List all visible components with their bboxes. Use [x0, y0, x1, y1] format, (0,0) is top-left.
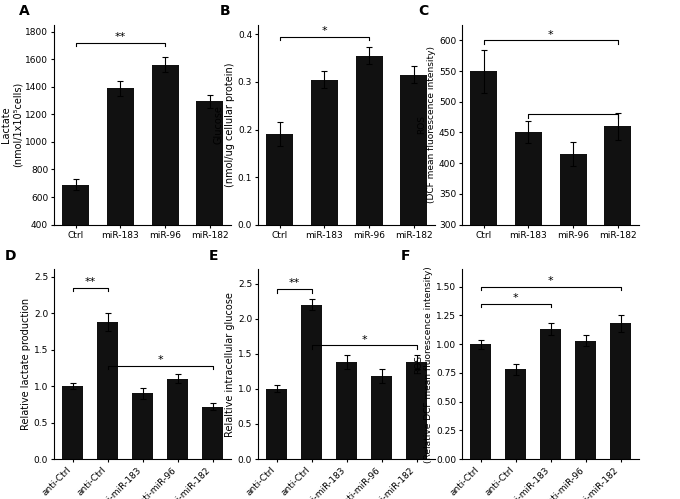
Y-axis label: ROS
(DCF mean fluorescence intensity): ROS (DCF mean fluorescence intensity) — [417, 46, 436, 203]
Y-axis label: Lactate
(nmol/1x10⁵cells): Lactate (nmol/1x10⁵cells) — [1, 82, 22, 167]
Bar — [356, 56, 383, 225]
Bar — [406, 362, 427, 459]
Text: B: B — [220, 4, 230, 18]
Bar — [337, 362, 357, 459]
Text: *: * — [158, 355, 163, 365]
Text: F: F — [401, 249, 410, 263]
Bar — [63, 185, 89, 279]
Y-axis label: Relaltive intracellular glucose: Relaltive intracellular glucose — [225, 292, 235, 437]
Bar — [311, 80, 338, 225]
Bar — [541, 329, 561, 459]
Bar — [505, 369, 526, 459]
Bar — [371, 376, 392, 459]
Bar — [605, 126, 631, 409]
Bar — [202, 407, 223, 459]
Y-axis label: Relative lactate production: Relative lactate production — [21, 298, 31, 430]
Text: *: * — [322, 26, 327, 36]
Text: **: ** — [289, 278, 300, 288]
Text: A: A — [19, 4, 30, 18]
Bar — [301, 304, 322, 459]
Bar — [167, 379, 188, 459]
Bar — [471, 344, 492, 459]
Bar — [152, 65, 179, 279]
Bar — [267, 134, 293, 225]
Text: **: ** — [85, 277, 96, 287]
Text: C: C — [418, 4, 428, 18]
Bar — [610, 323, 631, 459]
Bar — [197, 101, 223, 279]
Text: *: * — [548, 29, 554, 39]
Bar — [575, 341, 596, 459]
Bar — [471, 71, 497, 409]
Bar — [97, 322, 118, 459]
Bar — [560, 154, 587, 409]
Text: **: ** — [115, 32, 126, 42]
Text: E: E — [209, 249, 218, 263]
Bar — [63, 386, 84, 459]
Bar — [267, 389, 288, 459]
Y-axis label: Glucose
(nmol/ug cellular protein): Glucose (nmol/ug cellular protein) — [214, 62, 235, 187]
Bar — [133, 393, 153, 459]
Y-axis label: ROS
(Relative DCF mean fluorescence intensity): ROS (Relative DCF mean fluorescence inte… — [414, 266, 433, 463]
Text: *: * — [362, 335, 367, 345]
Text: D: D — [5, 249, 16, 263]
Bar — [515, 132, 542, 409]
Bar — [401, 75, 427, 225]
Text: *: * — [548, 276, 554, 286]
Bar — [107, 88, 134, 279]
Text: *: * — [513, 293, 519, 303]
